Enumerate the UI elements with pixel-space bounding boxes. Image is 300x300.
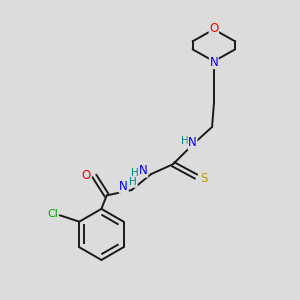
Text: N: N (209, 56, 218, 68)
Text: N: N (119, 180, 128, 193)
Text: O: O (209, 22, 218, 35)
Text: N: N (139, 164, 148, 177)
Text: N: N (188, 136, 197, 149)
Text: H: H (130, 177, 137, 187)
Text: Cl: Cl (47, 208, 58, 218)
Text: H: H (131, 168, 139, 178)
Text: S: S (200, 172, 208, 185)
Text: H: H (181, 136, 189, 146)
Text: O: O (82, 169, 91, 182)
